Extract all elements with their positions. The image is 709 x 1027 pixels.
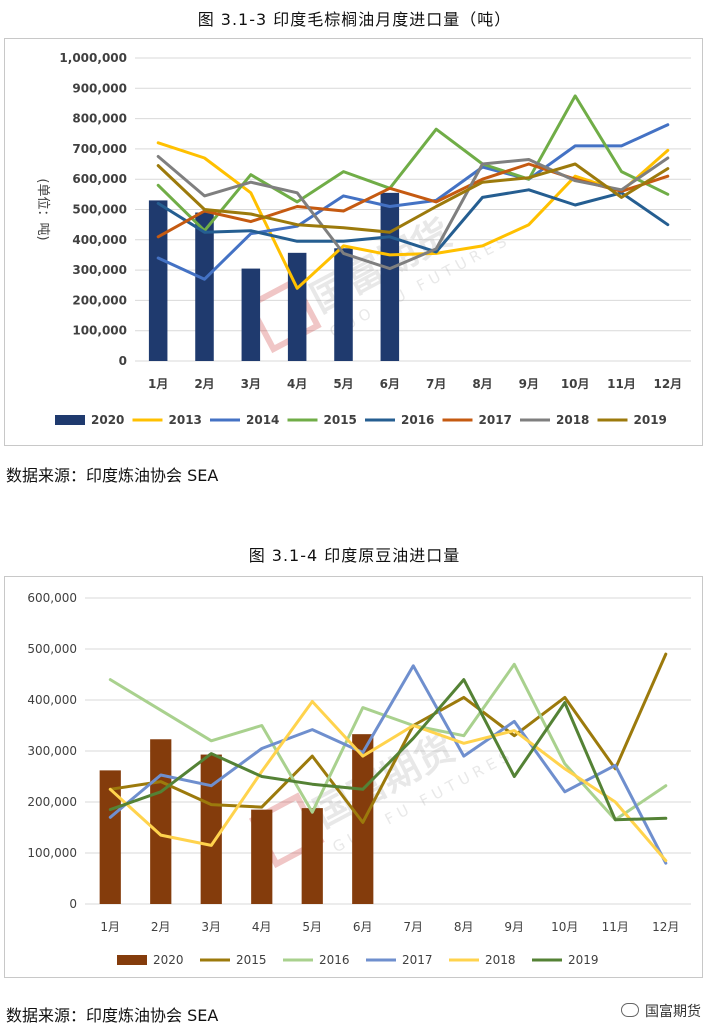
chart2-bar-2020-2	[150, 739, 172, 904]
chart2-legend-label-2020: 2020	[153, 953, 184, 967]
chart1-ytick-label: 900,000	[72, 81, 127, 95]
chart1-ylabel: (单位：吨)	[35, 178, 50, 240]
chart1-bar-2020-2	[195, 212, 214, 361]
chart1-ytick-label: 0	[119, 354, 127, 368]
chart1-ytick-label: 100,000	[72, 324, 127, 338]
chart2-ytick-label: 200,000	[27, 795, 77, 809]
chart1-ytick-label: 400,000	[72, 233, 127, 247]
chart1-bar-2020-1	[148, 200, 168, 361]
chart2-ytick-label: 100,000	[27, 846, 77, 860]
chart2-ytick-label: 400,000	[27, 693, 77, 707]
chart1-line-2019	[156, 162, 670, 234]
chart2-xtick-label: 11月	[602, 920, 629, 934]
chart1-source: 数据来源：印度炼油协会 SEA	[6, 466, 219, 485]
chart2-line-2018	[108, 700, 668, 863]
chart1-line-2018	[156, 155, 670, 271]
chart1-legend-label-2015: 2015	[324, 413, 357, 427]
chart1-xtick-label: 2月	[194, 377, 214, 391]
chart1-ytick-label: 800,000	[72, 112, 127, 126]
chart1-bar-2020-4	[287, 252, 307, 361]
chart2-xtick-label: 1月	[100, 920, 120, 934]
chart2-bar-2020-3	[200, 754, 222, 904]
chart1-ytick-label: 500,000	[72, 203, 127, 217]
chart2-legend-label-2019: 2019	[568, 953, 599, 967]
chart1-legend-label-2017: 2017	[479, 413, 512, 427]
chart1-xtick-label: 11月	[607, 377, 636, 391]
chart2-line-2015	[108, 652, 668, 824]
chart1-watermark-logo	[245, 277, 322, 354]
chart1-xtick-label: 4月	[287, 377, 307, 391]
chart1-xtick-label: 7月	[426, 377, 446, 391]
chart2-ytick-label: 500,000	[27, 642, 77, 656]
chart1-plot: 0 100,000 200,000 300,000 400,000 500,000 600,…	[35, 51, 691, 427]
chart1-xtick-label: 3月	[241, 377, 261, 391]
chart2-legend-label-2017: 2017	[402, 953, 433, 967]
chart1-line-2013	[156, 141, 670, 290]
chart2-line-2017	[108, 664, 668, 865]
chart2-xtick-label: 6月	[353, 920, 373, 934]
chart2-xtick-label: 12月	[652, 920, 679, 934]
chart1-ytick-label: 600,000	[72, 172, 127, 186]
chart2-caption: 图 3.1-4 印度原豆油进口量	[248, 546, 461, 565]
chart2-panel: 0 100,000 200,000 300,000 400,000 500,000 600,…	[4, 576, 703, 978]
chart2-source: 数据来源：印度炼油协会 SEA	[6, 1006, 219, 1025]
chart1-bar-2020-5	[334, 248, 353, 361]
chart1-legend-label-2013: 2013	[169, 413, 202, 427]
chart2-ytick-label: 300,000	[27, 744, 77, 758]
chart1-xtick-label: 12月	[653, 377, 682, 391]
chart1-legend-label-2020: 2020	[91, 413, 124, 427]
chart1-legend-label-2014: 2014	[246, 413, 279, 427]
chart2-xtick-label: 3月	[201, 920, 221, 934]
chart1-legend-label-2018: 2018	[556, 413, 589, 427]
chart2-bar-2020-6	[352, 734, 374, 904]
chart1-xtick-label: 9月	[519, 377, 539, 391]
chart1-panel: 0 100,000 200,000 300,000 400,000 500,000 600,…	[4, 38, 703, 446]
chart1-bar-2020-3	[241, 268, 261, 361]
chart2-xtick-label: 4月	[252, 920, 272, 934]
chart1-legend-label-2019: 2019	[634, 413, 667, 427]
chart1-line-2015	[156, 94, 670, 233]
chart2-xtick-label: 2月	[151, 920, 171, 934]
chart2-xtick-label: 7月	[403, 920, 423, 934]
chart1-xtick-label: 10月	[561, 377, 590, 391]
brand-name: 国富期货	[645, 1004, 701, 1020]
chart1-ytick-label: 300,000	[72, 263, 127, 277]
chart1-xtick-label: 5月	[333, 377, 353, 391]
chart1-xtick-label: 1月	[148, 377, 168, 391]
chart2-legend-label-2018: 2018	[485, 953, 516, 967]
chart1-xtick-label: 8月	[472, 377, 492, 391]
chart1-bar-2020-6	[380, 192, 400, 361]
chart2-line-2019	[108, 678, 668, 822]
chart1-ytick-label: 200,000	[72, 293, 127, 307]
chart1-legend-swatch-2020	[55, 415, 85, 425]
chart1-line-2016	[156, 188, 670, 254]
chart1-legend-label-2016: 2016	[401, 413, 434, 427]
chart2-bar-2020-5	[301, 808, 323, 904]
chart2-legend-label-2016: 2016	[319, 953, 350, 967]
brand-badge: 国富期货	[621, 1001, 701, 1021]
chart2-bar-2020-1	[99, 770, 121, 904]
chart2-ytick-label: 600,000	[27, 591, 77, 605]
chart1-ytick-label: 700,000	[72, 142, 127, 156]
chart2-legend-swatch-2020	[117, 955, 147, 965]
chart2-ytick-label: 0	[69, 897, 77, 911]
chart1-caption: 图 3.1-3 印度毛棕榈油月度进口量（吨）	[197, 10, 512, 29]
chart2-xtick-label: 8月	[454, 920, 474, 934]
chart2-plot: 0 100,000 200,000 300,000 400,000 500,000 600,…	[27, 591, 691, 967]
chart2-xtick-label: 9月	[504, 920, 524, 934]
chart1-ytick-label: 1,000,000	[59, 51, 127, 65]
chart2-bar-2020-4	[251, 809, 273, 904]
wechat-icon	[621, 1003, 639, 1017]
chart1-xtick-label: 6月	[380, 377, 400, 391]
chart2-xtick-label: 10月	[551, 920, 578, 934]
chart2-xtick-label: 5月	[302, 920, 322, 934]
chart1-line-2014	[156, 123, 670, 281]
chart2-legend-label-2015: 2015	[236, 953, 267, 967]
